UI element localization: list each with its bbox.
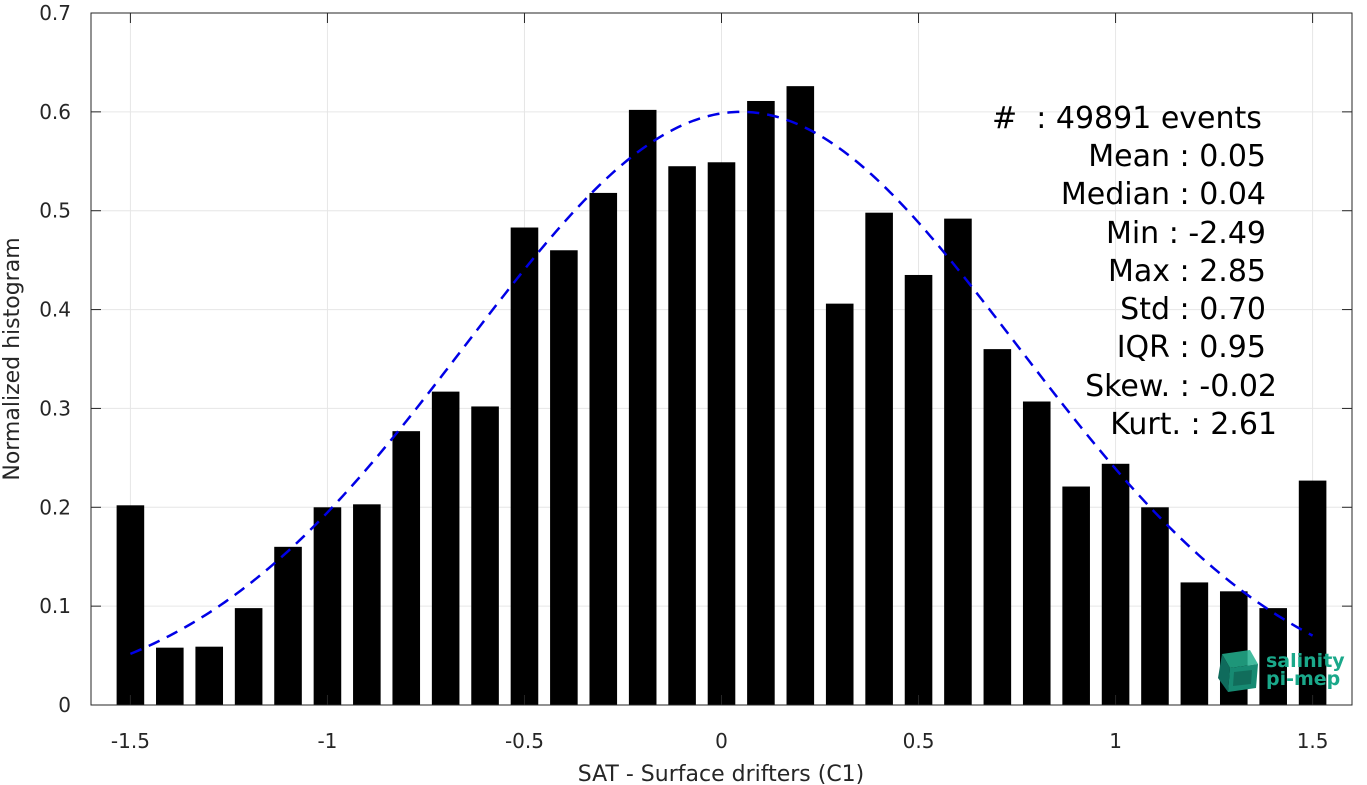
histogram-bar bbox=[628, 109, 657, 705]
histogram-bar bbox=[353, 504, 381, 705]
histogram-bar bbox=[747, 100, 775, 706]
histogram-bar bbox=[904, 274, 933, 705]
y-tick-label: 0.6 bbox=[39, 100, 71, 124]
histogram-bar bbox=[786, 86, 815, 705]
y-tick-label: 0.7 bbox=[39, 1, 71, 25]
x-tick-label: 1 bbox=[1109, 729, 1122, 753]
histogram-bar bbox=[1022, 401, 1051, 705]
histogram-bar bbox=[116, 505, 145, 705]
histogram-bar bbox=[1259, 608, 1287, 705]
histogram-bars bbox=[116, 86, 1327, 706]
axis-ticks bbox=[91, 12, 1352, 706]
histogram-bar bbox=[944, 218, 972, 705]
histogram-bar bbox=[865, 212, 893, 706]
histogram-bar bbox=[1062, 486, 1090, 705]
histogram-bar bbox=[1180, 582, 1209, 705]
histogram-bar bbox=[471, 406, 499, 705]
histogram-bar bbox=[274, 546, 302, 705]
x-axis-title: SAT - Surface drifters (C1) bbox=[578, 762, 865, 785]
histogram-bar bbox=[1141, 507, 1169, 705]
histogram-bar bbox=[510, 227, 539, 705]
y-tick-label: 0.2 bbox=[39, 495, 71, 519]
histogram-bar bbox=[392, 431, 421, 705]
y-tick-label: 0.1 bbox=[39, 594, 71, 618]
histogram-bar bbox=[983, 349, 1012, 705]
histogram-bar bbox=[431, 391, 460, 705]
y-axis-title: Normalized histogram bbox=[0, 237, 25, 480]
histogram-bar bbox=[707, 162, 736, 705]
x-tick-label: 1.5 bbox=[1297, 729, 1329, 753]
histogram-bar bbox=[589, 192, 618, 706]
gaussian-fit-curve bbox=[129, 110, 1314, 656]
histogram-bar bbox=[234, 608, 263, 705]
histogram-bar bbox=[195, 646, 224, 705]
histogram-bar bbox=[1298, 480, 1327, 705]
y-tick-label: 0 bbox=[58, 693, 71, 717]
logo-text-line2: pi-mep bbox=[1266, 668, 1341, 690]
salinity-pimep-logo: salinity pi-mep bbox=[1216, 648, 1346, 694]
logo-text-line1: salinity bbox=[1266, 650, 1345, 672]
y-tick-label: 0.5 bbox=[39, 199, 71, 223]
histogram-bar bbox=[668, 166, 696, 705]
histogram-bar bbox=[550, 250, 578, 705]
histogram-bar bbox=[156, 647, 184, 705]
axis-tick-labels: -1.5 -1 -0.5 0 0.5 1 1.5 0 0.1 0.2 0.3 0.4 0.5 0.6 0.7 bbox=[39, 1, 1328, 753]
y-tick-label: 0.3 bbox=[39, 396, 71, 420]
x-tick-label: -0.5 bbox=[505, 729, 544, 753]
histogram-bar bbox=[1101, 463, 1130, 705]
x-tick-label: 0.5 bbox=[903, 729, 935, 753]
y-tick-label: 0.4 bbox=[39, 298, 71, 322]
x-tick-label: -1.5 bbox=[111, 729, 150, 753]
histogram-bar bbox=[313, 507, 342, 705]
logo-cube-icon bbox=[1218, 650, 1258, 692]
x-tick-label: -1 bbox=[317, 729, 337, 753]
x-tick-label: 0 bbox=[715, 729, 728, 753]
histogram-bar bbox=[825, 303, 854, 705]
